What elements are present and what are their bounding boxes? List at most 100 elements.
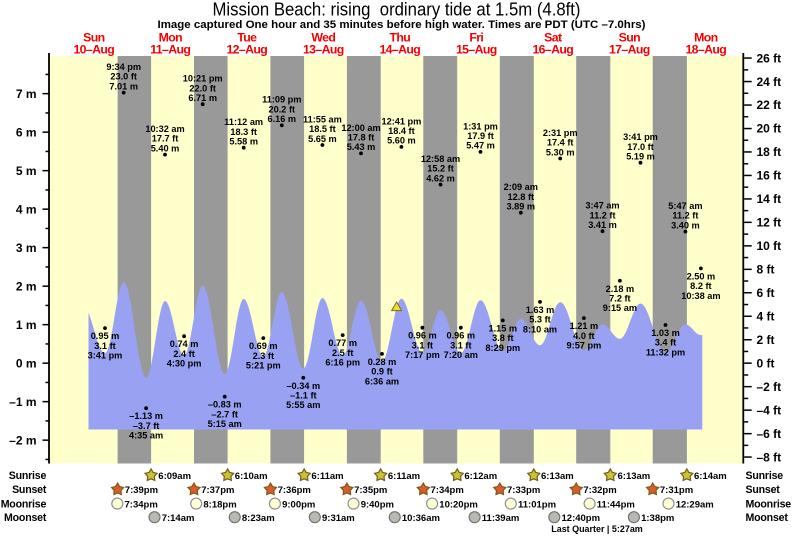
svg-text:1.03 m: 1.03 m [651,328,680,338]
svg-text:0.74 m: 0.74 m [170,339,199,349]
svg-text:3 m: 3 m [16,241,37,255]
svg-text:7:36pm: 7:36pm [278,485,311,496]
svg-text:15.2 ft: 15.2 ft [427,164,454,174]
svg-text:9:40pm: 9:40pm [361,499,394,510]
svg-text:6:36 am: 6:36 am [365,376,399,386]
svg-text:6:14am: 6:14am [694,471,727,482]
svg-text:17.7 ft: 17.7 ft [152,134,179,144]
svg-text:16–Aug: 16–Aug [532,42,573,56]
svg-text:Sun: Sun [619,31,640,45]
svg-text:2.5 ft: 2.5 ft [332,348,353,358]
svg-text:26 ft: 26 ft [757,51,782,65]
svg-text:7:20 am: 7:20 am [444,350,478,360]
svg-text:18.5 ft: 18.5 ft [309,124,336,134]
svg-text:14–Aug: 14–Aug [379,42,420,56]
svg-text:11:09 pm: 11:09 pm [262,95,301,105]
svg-text:3.4 ft: 3.4 ft [655,338,676,348]
svg-text:18.3 ft: 18.3 ft [230,127,257,137]
svg-text:18.4 ft: 18.4 ft [388,126,415,136]
svg-text:17.8 ft: 17.8 ft [348,133,375,143]
svg-text:–2 ft: –2 ft [757,380,782,394]
svg-text:1.21 m: 1.21 m [570,321,599,331]
svg-text:7:33pm: 7:33pm [507,485,540,496]
svg-text:2.4 ft: 2.4 ft [173,349,194,359]
svg-text:5:47 am: 5:47 am [668,201,702,211]
svg-text:5.58 m: 5.58 m [229,137,258,147]
svg-text:Tue: Tue [237,31,257,45]
svg-text:5:21 pm: 5:21 pm [246,361,281,371]
svg-text:12:58 am: 12:58 am [421,154,460,164]
svg-text:7:14am: 7:14am [162,513,195,524]
svg-text:18 ft: 18 ft [757,145,782,159]
svg-text:17.0 ft: 17.0 ft [627,142,654,152]
svg-text:1:38pm: 1:38pm [641,513,674,524]
svg-text:5.65 m: 5.65 m [308,134,337,144]
svg-text:2.50 m: 2.50 m [687,271,716,281]
svg-text:5.40 m: 5.40 m [151,143,180,153]
svg-text:2:09 am: 2:09 am [504,182,538,192]
svg-text:7.2 ft: 7.2 ft [609,294,630,304]
svg-text:Moonset: Moonset [746,512,789,524]
svg-text:–4 ft: –4 ft [757,403,782,417]
svg-text:3:47 am: 3:47 am [585,201,619,211]
svg-text:6:16 pm: 6:16 pm [325,358,360,368]
svg-text:14 ft: 14 ft [757,192,782,206]
svg-text:5:55 am: 5:55 am [286,400,320,410]
svg-text:9:31am: 9:31am [322,513,355,524]
svg-text:4 m: 4 m [16,202,37,216]
svg-text:15–Aug: 15–Aug [456,42,497,56]
svg-text:17–Aug: 17–Aug [609,42,650,56]
svg-text:24 ft: 24 ft [757,75,782,89]
svg-text:Moonset: Moonset [4,512,47,524]
svg-text:7:37pm: 7:37pm [201,485,234,496]
svg-text:22 ft: 22 ft [757,98,782,112]
svg-text:11.2 ft: 11.2 ft [589,210,615,220]
svg-text:5.3 ft: 5.3 ft [529,315,550,325]
svg-text:6:11am: 6:11am [311,471,343,482]
svg-text:Sunrise: Sunrise [746,470,784,482]
svg-text:Mon: Mon [159,31,183,45]
svg-text:3.1 ft: 3.1 ft [94,341,115,351]
svg-text:Thu: Thu [389,31,410,45]
svg-text:7:34pm: 7:34pm [431,485,464,496]
svg-text:7:34pm: 7:34pm [125,499,158,510]
svg-text:2 m: 2 m [16,279,37,293]
svg-text:17.4 ft: 17.4 ft [547,138,574,148]
svg-text:8:18pm: 8:18pm [203,499,236,510]
svg-text:6:13am: 6:13am [618,471,651,482]
svg-text:6 ft: 6 ft [757,286,775,300]
svg-text:11:39am: 11:39am [482,513,520,524]
svg-text:Moonrise: Moonrise [746,498,792,510]
svg-text:0.96 m: 0.96 m [446,331,475,341]
svg-text:6:12am: 6:12am [464,471,497,482]
svg-text:10:20pm: 10:20pm [439,499,478,510]
svg-text:8:10 am: 8:10 am [523,324,557,334]
svg-text:5 m: 5 m [16,164,37,178]
svg-text:0.96 m: 0.96 m [408,331,437,341]
svg-text:0.9 ft: 0.9 ft [371,367,392,377]
svg-text:5.47 m: 5.47 m [466,141,495,151]
svg-text:11–Aug: 11–Aug [150,42,190,56]
svg-text:–1.13 m: –1.13 m [129,411,163,421]
svg-text:7:39pm: 7:39pm [125,485,158,496]
svg-text:1 m: 1 m [16,318,37,332]
svg-text:5.19 m: 5.19 m [626,152,655,162]
svg-text:2.3 ft: 2.3 ft [253,351,274,361]
svg-text:8 ft: 8 ft [757,263,775,277]
svg-text:16 ft: 16 ft [757,169,782,183]
svg-text:10 ft: 10 ft [757,239,782,253]
svg-text:Image captured One hour and 35: Image captured One hour and 35 minutes b… [158,19,646,31]
svg-text:Fri: Fri [469,31,483,45]
svg-text:1.63 m: 1.63 m [526,305,555,315]
svg-text:12:00 am: 12:00 am [341,123,380,133]
svg-text:Sat: Sat [544,31,562,45]
svg-text:–0.34 m: –0.34 m [286,381,320,391]
svg-text:6.16 m: 6.16 m [267,114,296,124]
svg-text:11:32 pm: 11:32 pm [646,347,685,357]
svg-text:0.28 m: 0.28 m [368,357,397,367]
svg-text:Sunrise: Sunrise [9,470,47,482]
svg-text:11:01pm: 11:01pm [518,499,556,510]
svg-text:7:32pm: 7:32pm [583,485,616,496]
svg-text:9:57 pm: 9:57 pm [567,341,602,351]
svg-text:9:00pm: 9:00pm [282,499,315,510]
